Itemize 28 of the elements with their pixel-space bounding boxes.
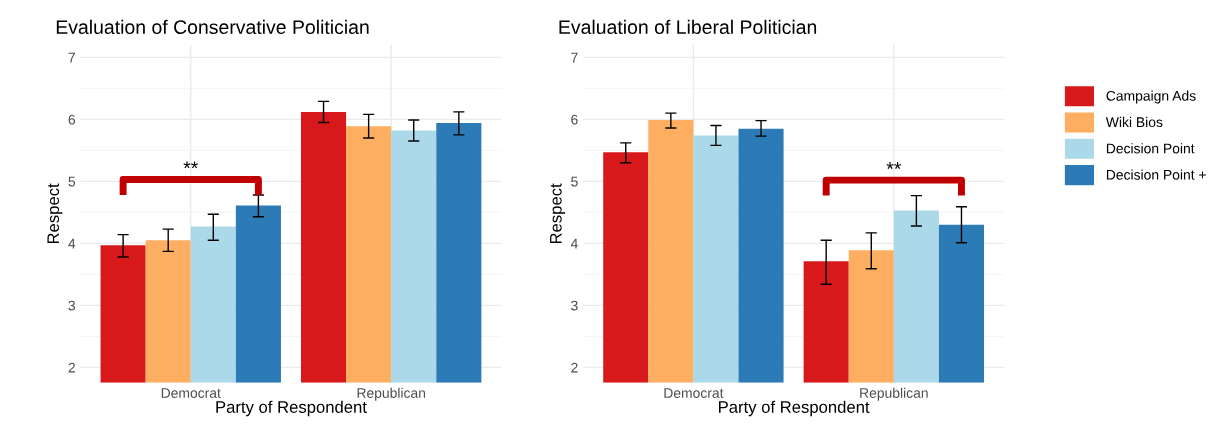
y-tick-label: 6 (68, 114, 76, 125)
y-tick-label: 5 (571, 176, 578, 187)
y-tick-label: 2 (571, 362, 578, 373)
y-tick-label: 7 (68, 52, 75, 63)
legend-label: Wiki Bios (1105, 116, 1163, 128)
x-axis-title: Party of Respondent (719, 400, 870, 417)
y-tick-label: 3 (571, 300, 578, 311)
chart-title: Evaluation of Liberal Politician (559, 19, 817, 35)
y-tick-label: 4 (570, 238, 578, 249)
chart-title: Evaluation of Conservative Politician (56, 19, 369, 35)
legend-label: Decision Point + (1106, 169, 1206, 180)
annotation: ** (183, 161, 199, 169)
annotation: ** (886, 162, 902, 169)
x-tick-label: Democrat (161, 388, 221, 398)
x-tick-label: Republican (860, 387, 928, 401)
y-tick-label: 5 (68, 176, 76, 187)
x-tick-label: Republican (357, 387, 426, 401)
y-tick-label: 7 (571, 52, 578, 63)
y-tick-label: 6 (571, 114, 578, 125)
y-tick-label: 4 (68, 238, 76, 249)
y-tick-label: 2 (68, 362, 75, 373)
legend-label: Decision Point (1106, 143, 1195, 154)
y-axis-title: Respect (47, 183, 63, 244)
y-tick-label: 3 (68, 300, 76, 311)
x-axis-title: Party of Respondent (216, 400, 367, 417)
y-axis-title: Respect (550, 183, 566, 244)
legend-label: Campaign Ads (1106, 90, 1196, 104)
x-tick-label: Democrat (664, 388, 724, 398)
